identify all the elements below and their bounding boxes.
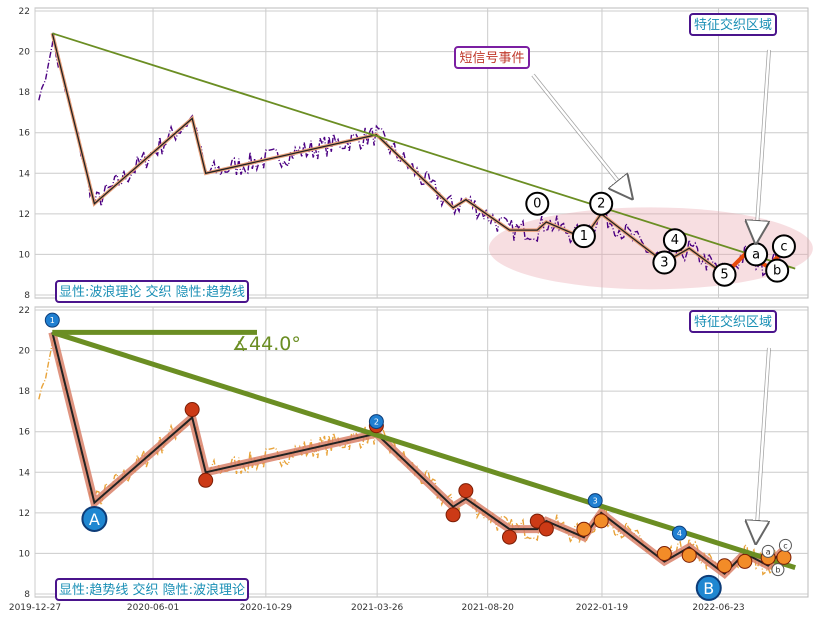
wave-marker bbox=[737, 553, 753, 569]
wave-label-circle bbox=[765, 258, 790, 283]
blue-marker-label: 1 bbox=[50, 316, 55, 325]
wave-label-circle bbox=[662, 228, 687, 253]
trend-line bbox=[51, 329, 796, 571]
x-tick-label: 2021-03-26 bbox=[351, 603, 404, 613]
wave-label-circle bbox=[652, 250, 677, 275]
wave-marker bbox=[184, 402, 200, 418]
wave-label: a bbox=[752, 247, 760, 262]
x-tick-label: 2022-06-23 bbox=[692, 603, 744, 613]
wave-marker bbox=[501, 529, 517, 545]
small-wave-label: b bbox=[775, 566, 780, 575]
wave-label-circle bbox=[525, 191, 550, 216]
y-tick-label: 22 bbox=[19, 7, 30, 17]
y-tick-label: 16 bbox=[19, 129, 31, 139]
wave-marker bbox=[776, 549, 792, 565]
wave-label: 3 bbox=[660, 256, 668, 271]
y-tick-label: 8 bbox=[24, 291, 30, 301]
y-tick-label: 14 bbox=[19, 468, 31, 478]
small-wave-circle bbox=[778, 538, 792, 552]
y-tick-label: 12 bbox=[19, 210, 30, 220]
legend-text-bottom: 显性:趋势线 交织 隐性:波浪理论 bbox=[59, 582, 245, 598]
y-tick-label: 18 bbox=[19, 387, 31, 397]
x-tick-label: 2019-12-27 bbox=[9, 603, 61, 613]
wave-marker bbox=[717, 558, 733, 574]
blue-marker bbox=[671, 525, 687, 541]
wave-letter-label: B bbox=[703, 579, 714, 598]
feature-zone-text-top: 特征交织区域 bbox=[694, 17, 772, 33]
wave-label-circle bbox=[771, 234, 796, 259]
y-tick-label: 10 bbox=[19, 250, 31, 260]
blue-marker-label: 4 bbox=[677, 529, 682, 538]
feature-zone-annotation-top: 特征交织区域 bbox=[689, 13, 777, 240]
y-tick-label: 22 bbox=[19, 306, 30, 316]
wave-marker bbox=[198, 472, 214, 488]
wave-label: c bbox=[780, 239, 787, 254]
wave-marker bbox=[656, 546, 672, 562]
y-tick-label: 18 bbox=[19, 88, 31, 98]
wave-label: 5 bbox=[720, 268, 728, 283]
y-tick-label: 16 bbox=[19, 428, 31, 438]
wave-marker bbox=[593, 513, 609, 529]
y-tick-label: 20 bbox=[19, 347, 31, 357]
wave-label: 1 bbox=[580, 229, 588, 244]
wave-label-circle bbox=[712, 262, 737, 287]
x-tick-label: 2020-06-01 bbox=[127, 603, 179, 613]
legend-box-bottom: 显性:趋势线 交织 隐性:波浪理论 bbox=[55, 578, 249, 601]
y-tick-label: 14 bbox=[19, 169, 31, 179]
blue-marker-label: 2 bbox=[374, 418, 379, 427]
wave-marker bbox=[458, 483, 474, 499]
y-tick-label: 20 bbox=[19, 48, 31, 58]
wave-label: b bbox=[773, 264, 781, 279]
wave-letter-label: A bbox=[89, 510, 100, 529]
feature-zone-annotation-bottom: 特征交织区域 bbox=[689, 310, 777, 540]
wave-letter-circle bbox=[695, 574, 722, 601]
wave-label: 2 bbox=[597, 197, 605, 212]
legend-box-top: 显性:波浪理论 交织 隐性:趋势线 bbox=[55, 280, 249, 303]
wave-marker bbox=[538, 521, 554, 537]
small-wave-label: c bbox=[783, 541, 787, 550]
y-tick-label: 12 bbox=[19, 509, 30, 519]
angle-label: ∡44.0° bbox=[232, 333, 301, 355]
blue-marker bbox=[368, 414, 384, 430]
wave-marker bbox=[576, 521, 592, 537]
x-tick-label: 2022-01-19 bbox=[576, 603, 629, 613]
wave-marker bbox=[681, 547, 697, 563]
blue-marker-label: 3 bbox=[593, 497, 598, 506]
y-tick-label: 8 bbox=[24, 590, 30, 600]
small-wave-label: a bbox=[766, 547, 771, 556]
small-wave-circle bbox=[771, 563, 785, 577]
wave-marker bbox=[445, 507, 461, 523]
x-tick-label: 2021-08-20 bbox=[462, 603, 515, 613]
legend-text-top: 显性:波浪理论 交织 隐性:趋势线 bbox=[59, 284, 245, 300]
y-tick-label: 10 bbox=[19, 549, 31, 559]
wave-label-circle bbox=[571, 224, 596, 249]
wave-label-circle bbox=[589, 191, 614, 216]
wave-letter-circle bbox=[81, 505, 108, 532]
blue-marker bbox=[44, 312, 60, 328]
short-signal-annotation: 短信号事件 bbox=[454, 46, 630, 196]
short-signal-text: 短信号事件 bbox=[459, 51, 524, 66]
blue-marker bbox=[587, 493, 603, 509]
wave-label: 0 bbox=[533, 197, 541, 212]
feature-zone-text-bottom: 特征交织区域 bbox=[694, 314, 772, 330]
wave-label: 4 bbox=[671, 233, 679, 248]
x-tick-label: 2020-10-29 bbox=[240, 603, 293, 613]
